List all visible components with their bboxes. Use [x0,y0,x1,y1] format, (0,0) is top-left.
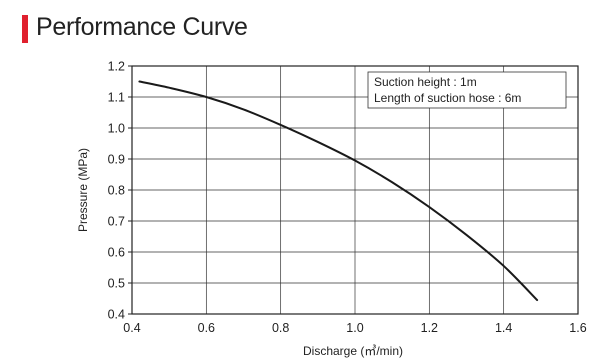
title-accent-bar [22,15,28,43]
annotation-box: Suction height : 1m Length of suction ho… [367,71,567,109]
x-tick-label: 1.2 [421,321,438,335]
y-axis-label: Pressure (MPa) [76,148,90,232]
annotation-line-1: Suction height : 1m [374,75,477,89]
y-tick-label: 1.2 [108,60,125,74]
performance-curve-line [138,80,539,302]
x-tick-label: 0.8 [272,321,289,335]
x-tick-label: 1.0 [346,321,363,335]
x-tick-label: 1.4 [495,321,512,335]
y-tick-label: 0.5 [108,277,125,291]
y-tick-label: 1.1 [108,91,125,105]
grid-layer [132,66,578,314]
y-tick-label: 0.8 [108,184,125,198]
y-tick-label: 0.9 [108,153,125,167]
curve-layer [138,80,539,302]
y-tick-label: 0.6 [108,246,125,260]
annotation-line-2: Length of suction hose : 6m [374,91,521,105]
page-title: Performance Curve [36,13,248,41]
y-tick-label: 0.4 [108,308,125,322]
x-axis-label: Discharge (㎥/min) [303,344,403,358]
x-tick-label: 0.6 [198,321,215,335]
tick-layer: 0.4 0.6 0.8 1.0 1.2 1.4 1.6 0.4 0.5 0.6 0.7 0.8 0.9 1… [108,60,587,336]
x-tick-label: 0.4 [123,321,140,335]
y-tick-label: 1.0 [108,122,125,136]
x-tick-label: 1.6 [569,321,586,335]
y-tick-label: 0.7 [108,215,125,229]
